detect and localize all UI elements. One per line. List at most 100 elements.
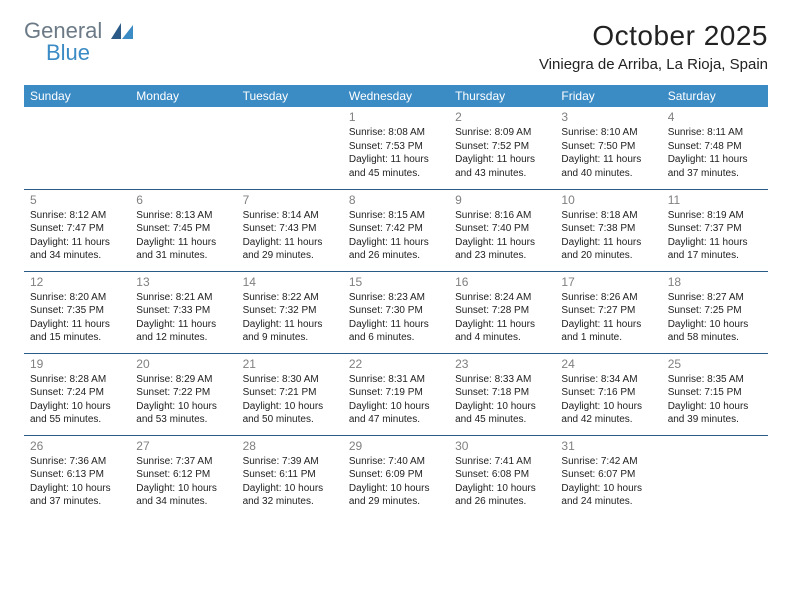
sunrise-line: Sunrise: 8:26 AM	[561, 291, 655, 305]
sunrise-line: Sunrise: 8:33 AM	[455, 373, 549, 387]
sunset-line: Sunset: 7:15 PM	[668, 386, 762, 400]
daylight-line-1: Daylight: 11 hours	[668, 153, 762, 167]
calendar-day-cell: 10Sunrise: 8:18 AMSunset: 7:38 PMDayligh…	[555, 189, 661, 271]
sunrise-line: Sunrise: 7:37 AM	[136, 455, 230, 469]
calendar-week-row: 5Sunrise: 8:12 AMSunset: 7:47 PMDaylight…	[24, 189, 768, 271]
sunrise-line: Sunrise: 8:24 AM	[455, 291, 549, 305]
daylight-line-2: and 31 minutes.	[136, 249, 230, 263]
calendar-week-row: 1Sunrise: 8:08 AMSunset: 7:53 PMDaylight…	[24, 107, 768, 189]
logo-text-block: General Blue	[24, 20, 133, 64]
sunrise-line: Sunrise: 7:41 AM	[455, 455, 549, 469]
daylight-line-1: Daylight: 11 hours	[30, 318, 124, 332]
sunrise-line: Sunrise: 8:18 AM	[561, 209, 655, 223]
sunrise-line: Sunrise: 7:42 AM	[561, 455, 655, 469]
daylight-line-2: and 34 minutes.	[30, 249, 124, 263]
daylight-line-1: Daylight: 11 hours	[561, 318, 655, 332]
calendar-day-cell: 15Sunrise: 8:23 AMSunset: 7:30 PMDayligh…	[343, 271, 449, 353]
sunset-line: Sunset: 7:52 PM	[455, 140, 549, 154]
day-number: 14	[243, 275, 337, 289]
daylight-line-1: Daylight: 11 hours	[455, 236, 549, 250]
calendar-day-cell: 14Sunrise: 8:22 AMSunset: 7:32 PMDayligh…	[237, 271, 343, 353]
calendar-day-cell: 25Sunrise: 8:35 AMSunset: 7:15 PMDayligh…	[662, 353, 768, 435]
daylight-line-2: and 29 minutes.	[349, 495, 443, 509]
sunrise-line: Sunrise: 8:34 AM	[561, 373, 655, 387]
sunrise-line: Sunrise: 8:08 AM	[349, 126, 443, 140]
sunset-line: Sunset: 7:43 PM	[243, 222, 337, 236]
daylight-line-1: Daylight: 10 hours	[561, 400, 655, 414]
day-number: 25	[668, 357, 762, 371]
daylight-line-1: Daylight: 11 hours	[349, 236, 443, 250]
weekday-header: Monday	[130, 85, 236, 107]
calendar-day-cell: 3Sunrise: 8:10 AMSunset: 7:50 PMDaylight…	[555, 107, 661, 189]
daylight-line-2: and 45 minutes.	[349, 167, 443, 181]
daylight-line-1: Daylight: 11 hours	[349, 318, 443, 332]
daylight-line-1: Daylight: 11 hours	[668, 236, 762, 250]
day-number: 16	[455, 275, 549, 289]
daylight-line-1: Daylight: 10 hours	[455, 482, 549, 496]
daylight-line-2: and 12 minutes.	[136, 331, 230, 345]
calendar-day-cell: 18Sunrise: 8:27 AMSunset: 7:25 PMDayligh…	[662, 271, 768, 353]
day-number: 12	[30, 275, 124, 289]
day-number: 18	[668, 275, 762, 289]
daylight-line-1: Daylight: 10 hours	[561, 482, 655, 496]
calendar-day-cell: 13Sunrise: 8:21 AMSunset: 7:33 PMDayligh…	[130, 271, 236, 353]
sunrise-line: Sunrise: 8:30 AM	[243, 373, 337, 387]
sunrise-line: Sunrise: 8:13 AM	[136, 209, 230, 223]
daylight-line-1: Daylight: 11 hours	[349, 153, 443, 167]
daylight-line-2: and 47 minutes.	[349, 413, 443, 427]
calendar-day-cell: 2Sunrise: 8:09 AMSunset: 7:52 PMDaylight…	[449, 107, 555, 189]
daylight-line-2: and 55 minutes.	[30, 413, 124, 427]
calendar-body: 1Sunrise: 8:08 AMSunset: 7:53 PMDaylight…	[24, 107, 768, 517]
calendar-day-cell: 26Sunrise: 7:36 AMSunset: 6:13 PMDayligh…	[24, 435, 130, 517]
sunrise-line: Sunrise: 8:35 AM	[668, 373, 762, 387]
calendar-day-cell: 11Sunrise: 8:19 AMSunset: 7:37 PMDayligh…	[662, 189, 768, 271]
sunrise-line: Sunrise: 8:23 AM	[349, 291, 443, 305]
calendar-day-cell: 9Sunrise: 8:16 AMSunset: 7:40 PMDaylight…	[449, 189, 555, 271]
day-number: 27	[136, 439, 230, 453]
weekday-header: Wednesday	[343, 85, 449, 107]
sunset-line: Sunset: 7:32 PM	[243, 304, 337, 318]
sunset-line: Sunset: 7:28 PM	[455, 304, 549, 318]
location-label: Viniegra de Arriba, La Rioja, Spain	[539, 56, 768, 73]
daylight-line-2: and 37 minutes.	[30, 495, 124, 509]
calendar-table: SundayMondayTuesdayWednesdayThursdayFrid…	[24, 85, 768, 517]
calendar-day-cell: 29Sunrise: 7:40 AMSunset: 6:09 PMDayligh…	[343, 435, 449, 517]
calendar-day-cell: 30Sunrise: 7:41 AMSunset: 6:08 PMDayligh…	[449, 435, 555, 517]
daylight-line-1: Daylight: 10 hours	[30, 400, 124, 414]
sunrise-line: Sunrise: 8:10 AM	[561, 126, 655, 140]
sunset-line: Sunset: 7:53 PM	[349, 140, 443, 154]
calendar-day-cell: 21Sunrise: 8:30 AMSunset: 7:21 PMDayligh…	[237, 353, 343, 435]
day-number: 19	[30, 357, 124, 371]
sunset-line: Sunset: 6:11 PM	[243, 468, 337, 482]
sunrise-line: Sunrise: 8:29 AM	[136, 373, 230, 387]
day-number: 13	[136, 275, 230, 289]
sunset-line: Sunset: 7:40 PM	[455, 222, 549, 236]
logo-word-blue: Blue	[46, 42, 133, 64]
daylight-line-2: and 4 minutes.	[455, 331, 549, 345]
sunrise-line: Sunrise: 8:21 AM	[136, 291, 230, 305]
daylight-line-1: Daylight: 11 hours	[561, 236, 655, 250]
daylight-line-2: and 26 minutes.	[455, 495, 549, 509]
weekday-header: Sunday	[24, 85, 130, 107]
day-number: 30	[455, 439, 549, 453]
weekday-header: Tuesday	[237, 85, 343, 107]
calendar-day-cell: 24Sunrise: 8:34 AMSunset: 7:16 PMDayligh…	[555, 353, 661, 435]
calendar-day-cell: 7Sunrise: 8:14 AMSunset: 7:43 PMDaylight…	[237, 189, 343, 271]
daylight-line-1: Daylight: 10 hours	[30, 482, 124, 496]
daylight-line-1: Daylight: 10 hours	[349, 482, 443, 496]
sunset-line: Sunset: 7:33 PM	[136, 304, 230, 318]
calendar-day-cell: 31Sunrise: 7:42 AMSunset: 6:07 PMDayligh…	[555, 435, 661, 517]
sunset-line: Sunset: 7:35 PM	[30, 304, 124, 318]
sunrise-line: Sunrise: 8:09 AM	[455, 126, 549, 140]
day-number: 11	[668, 193, 762, 207]
sunset-line: Sunset: 6:07 PM	[561, 468, 655, 482]
logo-word-general: General	[24, 18, 102, 43]
sunset-line: Sunset: 7:48 PM	[668, 140, 762, 154]
sunrise-line: Sunrise: 8:27 AM	[668, 291, 762, 305]
daylight-line-1: Daylight: 11 hours	[243, 318, 337, 332]
calendar-week-row: 19Sunrise: 8:28 AMSunset: 7:24 PMDayligh…	[24, 353, 768, 435]
calendar-day-cell: 5Sunrise: 8:12 AMSunset: 7:47 PMDaylight…	[24, 189, 130, 271]
day-number: 10	[561, 193, 655, 207]
daylight-line-2: and 42 minutes.	[561, 413, 655, 427]
sunset-line: Sunset: 7:21 PM	[243, 386, 337, 400]
